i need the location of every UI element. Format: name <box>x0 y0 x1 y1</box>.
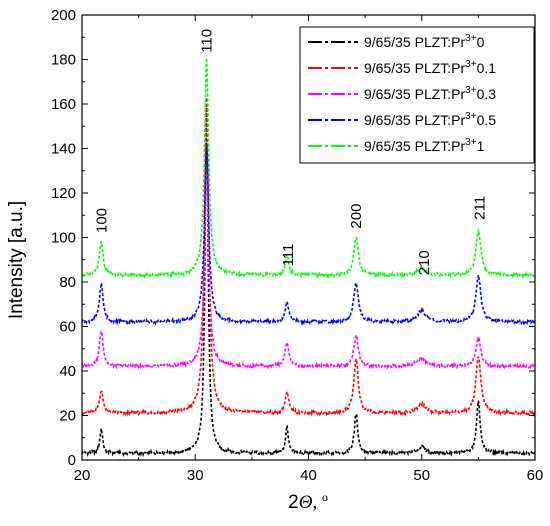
peak-label-110: 110 <box>199 29 216 53</box>
x-axis-title-base: 2 <box>288 492 299 513</box>
legend-label-2: 9/65/35 PLZT:Pr3+0.3 <box>364 85 496 102</box>
y-tick-label: 160 <box>51 96 76 113</box>
x-axis-title: 2Θ, º <box>288 492 328 513</box>
peak-label-200: 200 <box>348 204 365 229</box>
y-tick-label: 200 <box>51 7 76 24</box>
y-tick-label: 20 <box>59 408 76 425</box>
series-line-1 <box>81 97 536 418</box>
series-line-3 <box>81 142 536 326</box>
peak-label-210: 210 <box>416 250 433 275</box>
y-tick-label: 40 <box>59 363 76 380</box>
x-tick-label: 40 <box>300 467 317 484</box>
peak-label-211: 211 <box>472 196 489 220</box>
series-line-0 <box>81 107 536 458</box>
peak-label-111: 111 <box>280 244 297 267</box>
x-tick-label: 30 <box>187 467 204 484</box>
y-tick-label: 60 <box>59 319 76 336</box>
legend-label-0: 9/65/35 PLZT:Pr3+0 <box>364 33 485 50</box>
y-tick-label: 120 <box>51 185 76 202</box>
y-tick-label: 180 <box>51 52 76 69</box>
x-axis-title-unit: , º <box>312 492 328 513</box>
y-tick-label: 140 <box>51 141 76 158</box>
series-line-2 <box>81 171 536 371</box>
legend-label-1: 9/65/35 PLZT:Pr3+0.1 <box>364 59 496 76</box>
x-tick-label: 50 <box>413 467 430 484</box>
peak-labels-layer: 100 110 111 200 210 211 <box>93 29 488 275</box>
y-tick-label: 100 <box>51 230 76 247</box>
series-line-4 <box>81 57 536 280</box>
legend-label-4: 9/65/35 PLZT:Pr3+1 <box>364 137 485 154</box>
x-axis-title-var: Θ <box>299 492 313 513</box>
x-tick-label: 60 <box>527 467 544 484</box>
peak-label-100: 100 <box>93 208 110 233</box>
y-axis-title: Intensity [a.u.] <box>6 201 27 319</box>
series-layer <box>81 57 536 458</box>
legend: 9/65/35 PLZT:Pr3+0 9/65/35 PLZT:Pr3+0.1 9/… <box>299 26 535 164</box>
x-tick-label: 20 <box>74 467 91 484</box>
legend-label-3: 9/65/35 PLZT:Pr3+0.5 <box>364 111 496 128</box>
y-tick-label: 80 <box>59 274 76 291</box>
y-tick-label: 0 <box>68 452 76 469</box>
